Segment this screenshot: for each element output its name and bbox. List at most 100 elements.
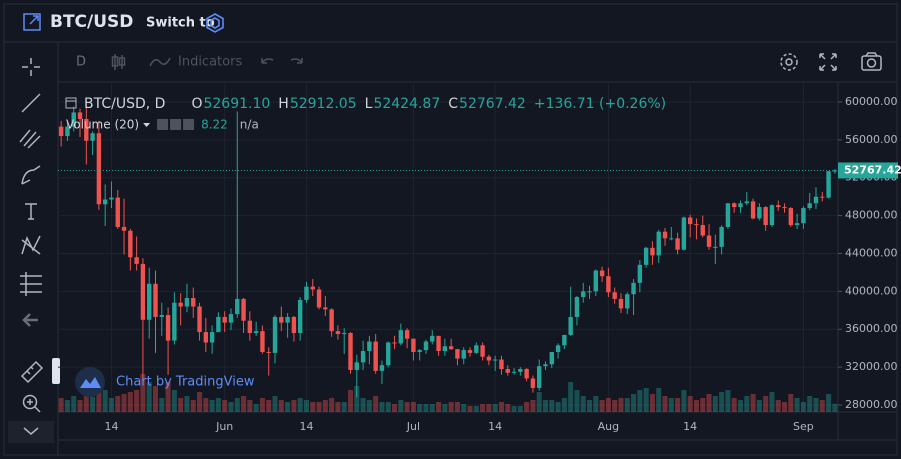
settings-button[interactable]: [780, 53, 798, 71]
candle-body: [643, 247, 649, 265]
legend-text: +136.71 (+0.26%): [534, 96, 666, 112]
volume-menu[interactable]: [143, 123, 151, 127]
crosshair-tool[interactable]: [22, 58, 40, 76]
volume-bar: [725, 390, 731, 412]
candle-body: [310, 286, 315, 290]
volume-bar: [555, 402, 561, 412]
candle-body: [713, 246, 718, 248]
volume-bar: [341, 402, 347, 412]
candle-body: [612, 292, 617, 299]
prediction-tool[interactable]: [20, 272, 42, 296]
text-tool[interactable]: [25, 203, 37, 220]
volume-bar: [215, 398, 221, 412]
expand-toolbar[interactable]: [8, 421, 54, 443]
candle-body: [209, 332, 215, 343]
candle-body: [568, 316, 573, 335]
volume-bar: [429, 404, 435, 412]
candle-body: [650, 247, 655, 256]
candle-body: [562, 334, 567, 346]
fullscreen-button[interactable]: [819, 53, 837, 71]
brush-tool[interactable]: [21, 165, 41, 185]
volume-bar: [744, 396, 750, 412]
candle-body: [581, 291, 586, 298]
volume-bar: [291, 400, 297, 412]
volume-eye-button[interactable]: [157, 119, 169, 130]
legend-toggle[interactable]: [65, 97, 77, 109]
candle-body: [486, 356, 492, 361]
zoom-tool[interactable]: [22, 394, 41, 413]
hide-toolbar-tab[interactable]: [52, 358, 60, 384]
x-tick-label: 14: [683, 420, 697, 433]
symbol-title[interactable]: BTC/USD: [50, 12, 133, 32]
volume-bar: [637, 390, 643, 412]
candle-body: [147, 283, 152, 320]
indicators-button[interactable]: Indicators: [178, 55, 242, 70]
volume-bar: [675, 398, 681, 412]
volume-bar: [775, 400, 781, 412]
candle-body: [115, 197, 120, 227]
candle-body: [392, 342, 397, 344]
indicators-icon[interactable]: [149, 57, 171, 67]
volume-bar: [385, 402, 391, 412]
volume-bar: [807, 396, 813, 412]
y-tick-label: 48000.00: [845, 209, 898, 222]
x-tick-label: 14: [488, 420, 502, 433]
x-tick-label: 14: [299, 420, 313, 433]
volume-bar: [737, 400, 744, 412]
trend-line-tool[interactable]: [21, 93, 41, 113]
candle-body: [555, 345, 561, 352]
candle-body: [260, 331, 265, 352]
candle-body: [266, 351, 271, 353]
volume-value: 8.22: [201, 118, 228, 132]
volume-bar: [360, 398, 366, 412]
legend-text: 52912.05: [290, 96, 357, 112]
volume-bar: [102, 390, 108, 412]
candle-body: [706, 235, 712, 247]
last-price-label: 52767.42: [844, 163, 901, 176]
candle-body: [367, 341, 372, 352]
chart-type-button[interactable]: [111, 54, 126, 70]
volume-bar: [64, 400, 70, 412]
interval-button[interactable]: D: [76, 55, 86, 70]
candle-body: [807, 203, 812, 209]
pitchfork-tool[interactable]: [19, 129, 41, 149]
volume-bar: [511, 406, 517, 412]
candle-body: [524, 369, 529, 379]
volume-settings-button[interactable]: [170, 119, 182, 130]
candle-body: [599, 270, 605, 277]
volume-bar: [505, 404, 511, 412]
volume-bar: [498, 402, 504, 412]
volume-bar: [574, 390, 580, 412]
redo-button[interactable]: [290, 58, 303, 64]
snapshot-button[interactable]: [861, 52, 882, 71]
measure-tool[interactable]: [20, 360, 44, 384]
volume-bar: [134, 390, 140, 412]
candle-body: [662, 231, 668, 239]
volume-bar: [454, 402, 460, 412]
pattern-tool[interactable]: [21, 235, 41, 255]
undo-button[interactable]: [261, 58, 274, 64]
x-tick-label: Jul: [406, 420, 420, 433]
candle-body: [618, 298, 624, 309]
candle-body: [77, 112, 83, 120]
volume-remove-button[interactable]: [183, 119, 195, 130]
switch-label[interactable]: Switch to: [146, 16, 215, 31]
volume-bar: [392, 404, 398, 412]
volume-bar: [782, 402, 788, 412]
candle-body: [430, 335, 435, 342]
volume-bar: [366, 400, 372, 412]
volume-bar: [517, 406, 523, 412]
candle-body: [423, 341, 429, 351]
back-tool[interactable]: [22, 313, 38, 327]
candle-body: [455, 349, 460, 359]
volume-bar: [536, 392, 542, 412]
legend-key: O: [191, 96, 202, 112]
switch-icon[interactable]: [206, 13, 224, 33]
candle-body: [681, 217, 687, 250]
candle-body: [436, 335, 441, 352]
candle-body: [593, 270, 599, 292]
candle-body: [272, 316, 278, 353]
volume-bar: [329, 398, 335, 412]
open-symbol-icon[interactable]: [23, 13, 41, 31]
